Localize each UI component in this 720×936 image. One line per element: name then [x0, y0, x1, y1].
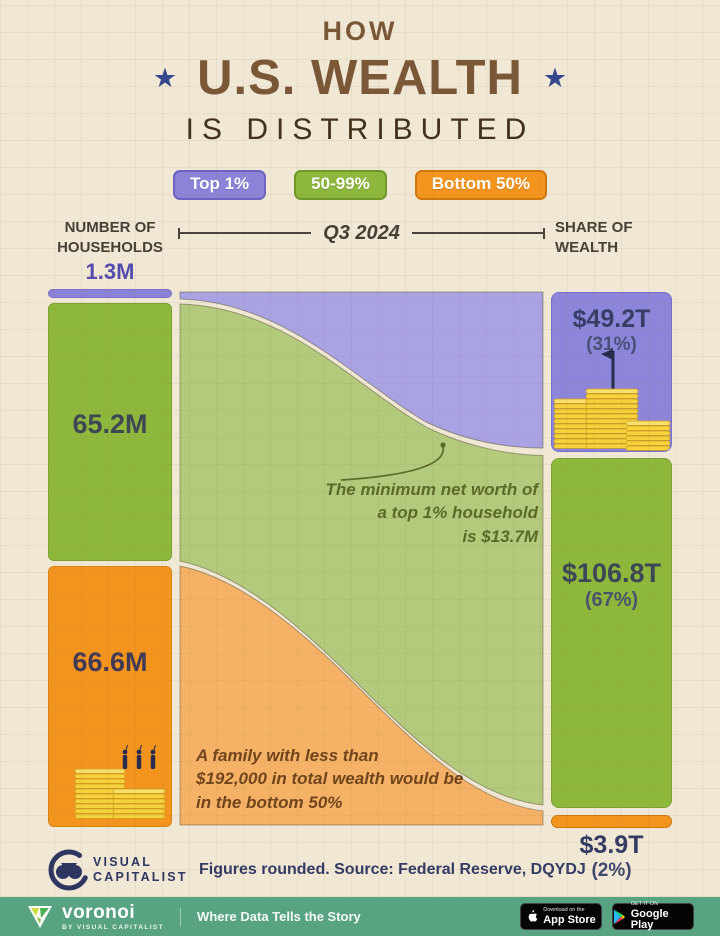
voronoi-wordmark: voronoi BY VISUAL CAPITALIST [62, 903, 164, 931]
title-kicker: HOW [322, 16, 398, 46]
wealth-top1-pct: (31%) [586, 334, 637, 355]
wealth-mid-box: $106.8T (67%) [551, 458, 672, 808]
wealth-bottom50-labels: $3.9T (2%) [551, 831, 672, 882]
sankey-flow [179, 291, 544, 826]
page-title: U.S. WEALTH [197, 51, 523, 105]
period-label: Q3 2024 [323, 221, 400, 244]
annotation-bottom50: A family with less than $192,000 in tota… [196, 744, 516, 814]
rule-line-left [180, 232, 312, 234]
star-icon: ★ [542, 62, 568, 93]
annotation-bottom50-line1: A family with less than [196, 746, 379, 765]
households-mid-bar: 65.2M [48, 303, 172, 561]
right-axis-header-line1: SHARE OF [555, 219, 633, 236]
households-top1-label: 1.3M [85, 259, 135, 284]
legend: Top 1% 50-99% Bottom 50% [0, 170, 720, 200]
google-play-badge-top: GET IT ON [630, 901, 659, 907]
voronoi-logo [28, 905, 52, 928]
coin-stack-flag-illustration [553, 349, 671, 451]
period-rule: Q3 2024 [178, 221, 546, 244]
google-play-badge[interactable]: GET IT ON Google Play [612, 901, 694, 931]
rule-tick-left [178, 227, 180, 239]
households-mid-label: 65.2M [72, 409, 148, 439]
wealth-top1-box: $49.2T (31%) [551, 292, 672, 452]
annotation-top1-line2: a top 1% household [377, 503, 538, 523]
app-store-badge-bottom: App Store [543, 913, 596, 926]
left-axis-header-line1: NUMBER OF [64, 219, 156, 236]
annotation-bottom50-line2: $192,000 in total wealth would be [196, 769, 464, 789]
legend-chip-top1: Top 1% [172, 170, 267, 200]
vc-wordmark-line1: VISUAL [93, 855, 153, 869]
google-play-icon [613, 909, 626, 924]
app-store-badge[interactable]: Download on the App Store [520, 903, 602, 930]
source-note: Figures rounded. Source: Federal Reserve… [199, 861, 586, 878]
rule-line-right [411, 232, 544, 234]
households-top1-bar [48, 289, 172, 298]
wealth-mid-pct: (67%) [584, 589, 639, 611]
rule-tick-right [543, 227, 546, 239]
flow-top1 [179, 291, 544, 449]
wealth-mid-value: $106.8T [561, 558, 662, 588]
flow-mid [179, 303, 544, 806]
annotation-top1: The minimum net worth of a top 1% househ… [258, 478, 539, 548]
households-bottom50-label: 66.6M [72, 647, 148, 677]
vc-wordmark-line2: CAPITALIST [93, 870, 188, 885]
left-axis-header-line2: HOUSEHOLDS [57, 238, 163, 256]
wealth-bottom50-value: $3.9T [579, 831, 644, 859]
left-axis-header: NUMBER OF HOUSEHOLDS [40, 218, 180, 257]
visual-capitalist-wordmark: VISUAL CAPITALIST [93, 855, 188, 886]
annotation-top1-line1: The minimum net worth of [325, 480, 539, 499]
title-subtitle: IS DISTRIBUTED [185, 113, 535, 146]
bottom-brand-bar: voronoi BY VISUAL CAPITALIST Where Data … [0, 897, 720, 936]
flow-bottom50 [179, 565, 544, 826]
legend-chip-bottom50: Bottom 50% [414, 170, 548, 200]
coin-stack-people-illustration [74, 744, 166, 819]
wealth-bottom50-pct: (2%) [591, 860, 632, 881]
app-store-badge-top: Download on the [543, 906, 585, 913]
star-icon: ★ [152, 62, 178, 93]
apple-icon [528, 909, 538, 922]
households-bottom50-bar: 66.6M [48, 566, 172, 827]
right-axis-header: SHARE OF WEALTH [555, 218, 685, 257]
legend-chip-50-99: 50-99% [294, 170, 387, 200]
google-play-badge-bottom: Google Play [630, 908, 669, 931]
bar-divider [180, 907, 182, 926]
tagline: Where Data Tells the Story [197, 909, 361, 924]
wealth-top1-value: $49.2T [572, 305, 651, 333]
voronoi-name: voronoi [62, 901, 136, 923]
title-row: ★ U.S. WEALTH ★ [0, 50, 720, 106]
annotation-bottom50-line3: in the bottom 50% [196, 792, 343, 812]
voronoi-sub: BY VISUAL CAPITALIST [62, 923, 165, 931]
annotation-arrow [340, 442, 446, 481]
visual-capitalist-logo [48, 849, 90, 891]
annotation-top1-line3: is $13.7M [462, 526, 538, 546]
wealth-bottom50-bar [551, 815, 672, 828]
right-axis-header-line2: WEALTH [555, 238, 619, 256]
